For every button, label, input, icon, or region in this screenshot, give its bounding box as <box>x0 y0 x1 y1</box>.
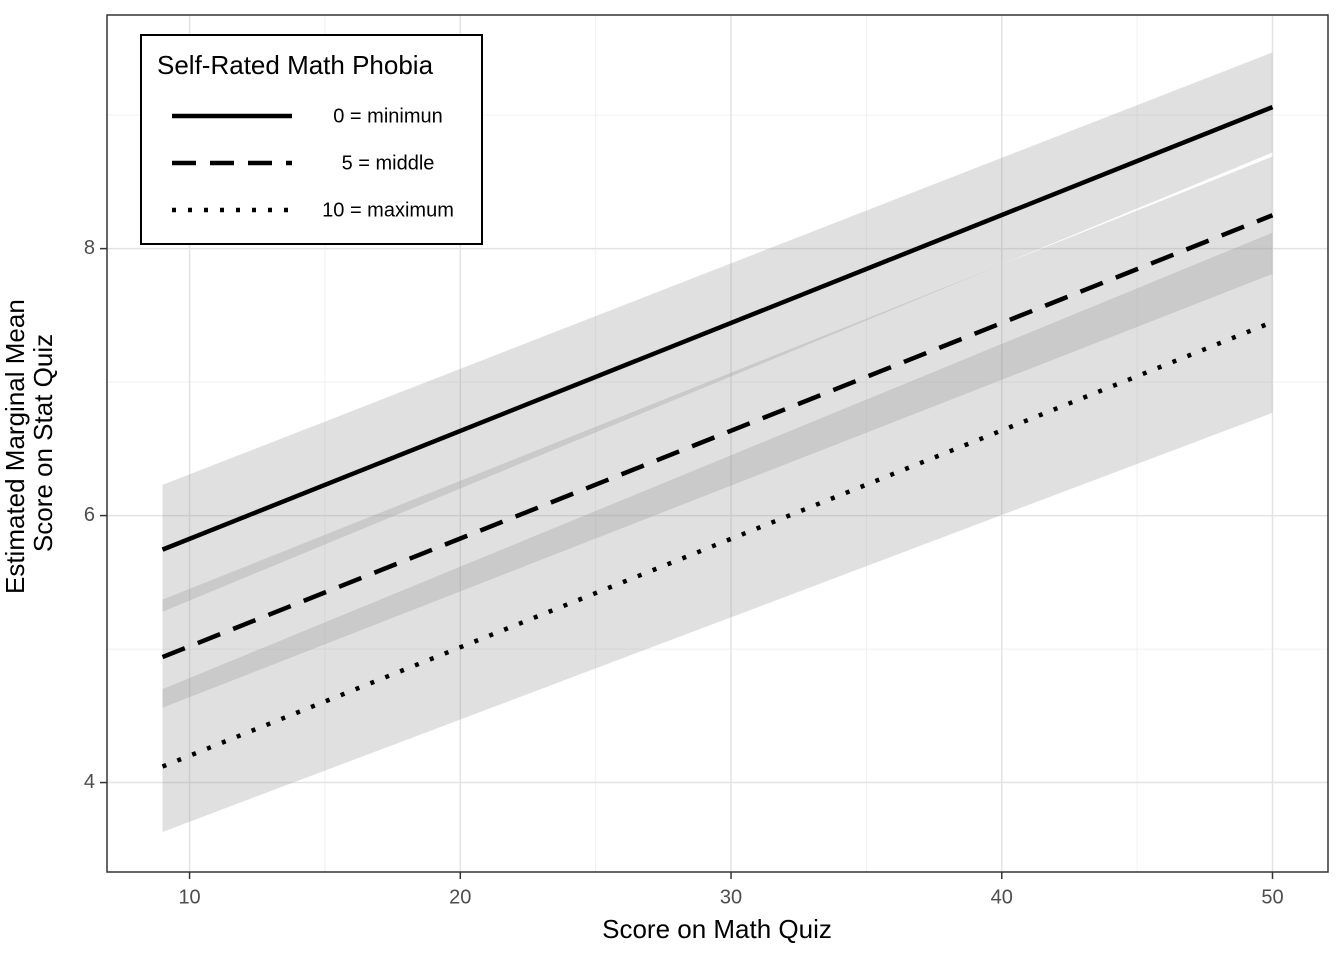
x-tick-label: 40 <box>991 886 1013 908</box>
x-tick-label: 10 <box>178 886 200 908</box>
legend-label: 5 = middle <box>342 152 435 174</box>
legend-box <box>140 34 483 245</box>
lines <box>161 105 1274 769</box>
line <box>161 213 1274 660</box>
x-tick-label: 50 <box>1261 886 1283 908</box>
panel-border <box>106 14 1329 873</box>
y-tick-label: 6 <box>84 504 95 526</box>
y-tick-label: 4 <box>84 771 95 793</box>
line <box>161 105 1274 552</box>
x-axis-title: Score on Math Quiz <box>602 914 832 944</box>
legend: Self-Rated Math Phobia 0 = minimun 5 = mi… <box>140 34 483 245</box>
x-tick-label: 20 <box>449 886 471 908</box>
y-tick-label: 8 <box>84 237 95 259</box>
legend-title: Self-Rated Math Phobia <box>157 50 434 80</box>
ribbons <box>162 52 1273 832</box>
x-tick-label: 30 <box>720 886 742 908</box>
legend-label: 10 = maximum <box>322 199 454 221</box>
axes: 10 20 30 40 50 4 6 8 <box>84 237 1284 908</box>
legend-label: 0 = minimun <box>333 105 443 127</box>
y-axis-title-line: Score on Stat Quiz <box>28 334 58 552</box>
y-axis-title: Estimated Marginal Mean Score on Stat Qu… <box>0 292 58 594</box>
y-axis-title-line: Estimated Marginal Mean <box>0 299 30 594</box>
confidence-ribbon <box>162 52 1273 612</box>
confidence-ribbon <box>162 156 1273 708</box>
confidence-ribbon <box>162 232 1273 832</box>
